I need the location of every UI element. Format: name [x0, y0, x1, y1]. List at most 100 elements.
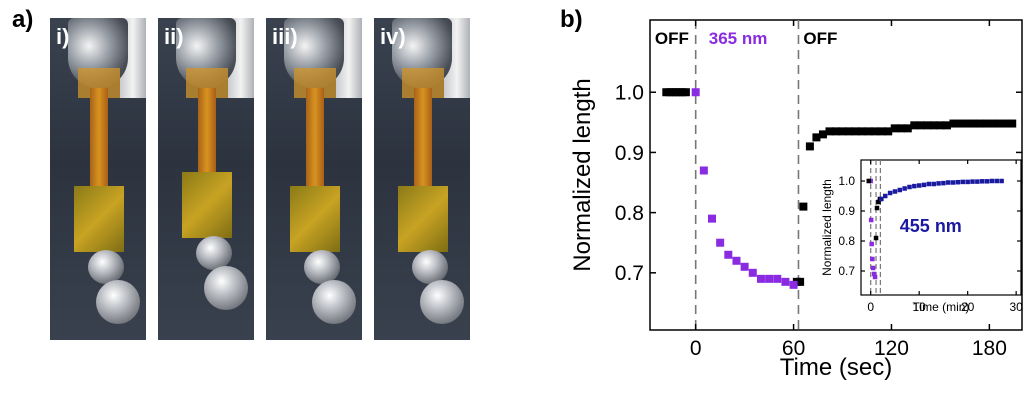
inset-chart-ytick-label: 1.0: [838, 174, 855, 188]
inset-chart-data-point: [882, 193, 888, 199]
main-chart-data-point: [765, 274, 774, 283]
inset-chart-data-point: [941, 180, 946, 186]
inset-chart-data-point: [970, 179, 975, 184]
main-chart-data-point: [936, 121, 945, 130]
inset-chart-data-point: [902, 186, 907, 191]
main-chart-data-point: [975, 119, 984, 128]
main-chart-data-point: [716, 238, 725, 247]
inset-chart-data-point: [907, 184, 912, 190]
main-chart-data-point: [818, 130, 827, 139]
inset-chart-data-point: [874, 205, 880, 211]
main-chart-xtick-label: 0: [690, 337, 702, 360]
weight-upper: [304, 250, 340, 284]
inset-chart-data-point: [871, 271, 877, 277]
inset-chart-data-point: [872, 274, 878, 280]
photo-label: ii): [164, 24, 184, 49]
main-chart-data-point: [740, 262, 749, 271]
main-chart-ylabel: Normalized length: [569, 78, 596, 271]
main-chart-data-point: [789, 280, 798, 289]
inset-chart-data-point: [879, 196, 884, 202]
main-chart-ytick-label: 0.8: [615, 202, 644, 225]
film-strip: [90, 88, 108, 198]
inset-chart-xtick-label: 30: [1009, 300, 1023, 314]
film-strip: [198, 88, 216, 184]
main-chart-data-point: [995, 119, 1004, 128]
main-chart-data-point: [890, 124, 899, 133]
main-chart-data-point: [969, 119, 978, 128]
main-chart-data-point: [724, 250, 733, 259]
inset-chart-data-point: [931, 181, 936, 187]
main-chart-data-point: [781, 277, 790, 286]
inset-chart-data-point: [946, 180, 951, 185]
main-chart-data-point: [858, 127, 867, 136]
inset-chart-data-point: [892, 189, 898, 194]
weight-lower: [204, 266, 248, 310]
film-strip: [414, 88, 432, 198]
main-chart-data-point: [799, 202, 808, 211]
main-chart-data-point: [805, 142, 814, 151]
main-chart-data-point: [929, 121, 938, 130]
main-chart-data-point: [982, 119, 991, 128]
inset-chart-data-point: [960, 179, 966, 185]
main-chart-data-point: [773, 274, 782, 283]
main-chart-data-point: [923, 121, 932, 130]
main-chart-ytick-label: 0.7: [615, 262, 644, 285]
main-chart-data-point: [681, 88, 690, 97]
main-chart-data-point: [1001, 119, 1010, 128]
weight-upper: [196, 236, 232, 270]
photo-label: i): [56, 24, 70, 49]
main-chart-data-point: [732, 256, 741, 265]
inset-chart-data-point: [950, 180, 956, 185]
inset-chart-data-point: [965, 179, 970, 185]
inset-chart-data-point: [926, 181, 932, 187]
inset-chart-data-point: [979, 179, 985, 184]
main-chart-data-point: [871, 127, 880, 136]
inset-chart-data-point: [870, 256, 875, 262]
panel-a-label: a): [12, 6, 34, 33]
weight-lower: [96, 280, 140, 324]
tape-bottom: [290, 186, 340, 252]
weight-upper: [412, 250, 448, 284]
photo-i: i): [50, 18, 146, 340]
inset-chart-data-point: [873, 235, 879, 241]
main-chart-data-point: [877, 127, 886, 136]
inset-chart-data-point: [955, 179, 961, 185]
weight-lower: [312, 280, 356, 324]
main-chart-annotation: OFF: [803, 29, 837, 48]
photo-iii: iii): [266, 18, 362, 340]
inset-chart-annotation: 455 nm: [900, 216, 962, 236]
main-chart-xlabel: Time (sec): [780, 354, 892, 381]
main-chart-data-point: [756, 274, 765, 283]
main-chart-data-point: [1008, 119, 1017, 128]
main-chart-xtick-label: 60: [782, 337, 805, 360]
panel-b-label: b): [560, 6, 583, 33]
inset-chart-data-point: [912, 183, 917, 189]
inset-chart-xlabel: Time (min): [913, 300, 970, 314]
inset-chart-data-point: [984, 179, 990, 184]
main-chart-data-point: [884, 127, 893, 136]
main-chart-data-point: [910, 121, 919, 130]
main-chart-data-point: [825, 127, 834, 136]
main-chart-data-point: [691, 88, 700, 97]
main-chart-data-point: [942, 121, 951, 130]
main-chart-data-point: [988, 119, 997, 128]
inset-chart-xtick-label: 0: [867, 300, 874, 314]
main-chart-xtick-label: 180: [972, 337, 1007, 360]
main-chart-data-point: [838, 127, 847, 136]
inset-chart-ylabel: Normalized length: [820, 179, 834, 276]
inset-chart-data-point: [868, 217, 874, 223]
main-chart-annotation: OFF: [655, 29, 689, 48]
inset-chart-data-point: [999, 178, 1004, 184]
inset-chart-ytick-label: 0.7: [838, 264, 855, 278]
film-strip: [306, 88, 324, 198]
inset-chart-group: 0 10 20 30 0.7 0.8 0.9 1.0 Time (min) Normalized …: [820, 159, 1023, 314]
weight-lower: [420, 280, 464, 324]
main-chart-ytick-label: 1.0: [615, 82, 644, 105]
inset-chart-data-point: [869, 241, 874, 247]
tape-bottom: [74, 186, 124, 252]
main-chart-ytick-label: 0.9: [615, 142, 644, 165]
inset-chart-data-point: [876, 199, 881, 205]
main-chart-data-point: [949, 119, 958, 128]
main-chart-data-point: [699, 166, 708, 175]
